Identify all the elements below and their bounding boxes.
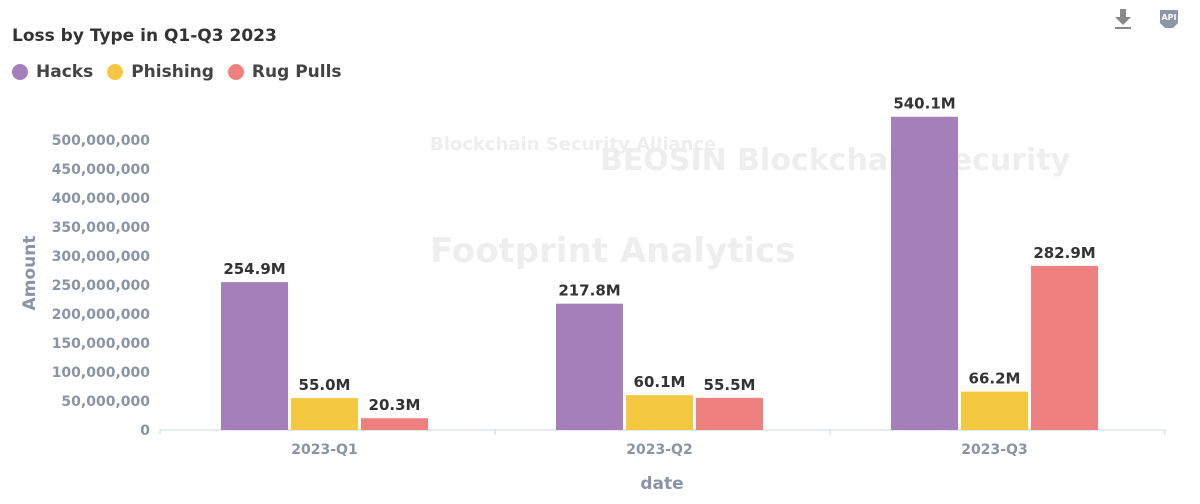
chart-title: Loss by Type in Q1-Q3 2023: [12, 26, 277, 46]
bar-phishing[interactable]: [961, 391, 1028, 430]
download-icon[interactable]: [1112, 8, 1134, 30]
data-label: 282.9M: [1033, 244, 1095, 262]
x-tick-label: 2023-Q1: [291, 442, 357, 458]
bar-rug-pulls[interactable]: [696, 397, 763, 430]
y-tick-label: 400,000,000: [52, 191, 151, 207]
data-label: 217.8M: [558, 282, 620, 300]
bar-rug-pulls[interactable]: [1031, 265, 1098, 430]
y-tick-label: 250,000,000: [52, 278, 151, 294]
rug-pulls-dot-icon: [227, 64, 244, 80]
y-tick-label: 100,000,000: [52, 365, 151, 381]
bar-hacks[interactable]: [556, 303, 623, 430]
x-axis-label: date: [640, 474, 683, 494]
watermarks: Blockchain Security Alliance BEOSIN Bloc…: [430, 134, 1071, 271]
legend-item-phishing[interactable]: Phishing: [107, 62, 214, 82]
phishing-dot-icon: [107, 64, 124, 80]
data-label: 55.5M: [704, 376, 756, 394]
y-tick-label: 450,000,000: [52, 162, 151, 178]
y-tick-label: 150,000,000: [52, 336, 151, 352]
bar-hacks[interactable]: [891, 116, 958, 430]
legend-label: Phishing: [131, 62, 214, 82]
watermark-bsa: Blockchain Security Alliance: [430, 134, 716, 155]
api-icon[interactable]: API: [1158, 8, 1180, 30]
watermark-beosin: BEOSIN Blockchain Security: [600, 143, 1071, 178]
bar-rug-pulls[interactable]: [361, 418, 428, 430]
legend: Hacks Phishing Rug Pulls: [12, 62, 342, 82]
svg-text:API: API: [1161, 13, 1176, 22]
bar-phishing[interactable]: [626, 395, 693, 430]
y-tick-label: 50,000,000: [61, 394, 150, 410]
data-label: 254.9M: [223, 260, 285, 278]
data-label: 60.1M: [634, 373, 686, 391]
watermark-footprint: Footprint Analytics: [430, 231, 795, 271]
y-axis-label: Amount: [20, 236, 40, 311]
bar-phishing[interactable]: [291, 398, 358, 430]
hacks-dot-icon: [12, 64, 28, 80]
data-label: 540.1M: [893, 95, 955, 113]
y-tick-label: 200,000,000: [52, 307, 151, 323]
legend-item-rug-pulls[interactable]: Rug Pulls: [227, 62, 342, 82]
data-label: 66.2M: [969, 370, 1021, 388]
x-tick-label: 2023-Q2: [626, 442, 692, 458]
x-tick-label: 2023-Q3: [961, 442, 1027, 458]
data-label: 55.0M: [299, 376, 351, 394]
y-tick-label: 300,000,000: [52, 249, 151, 265]
bar-hacks[interactable]: [221, 282, 288, 430]
y-tick-label: 0: [140, 423, 150, 439]
legend-item-hacks[interactable]: Hacks: [12, 62, 93, 82]
data-label: 20.3M: [369, 396, 421, 414]
legend-label: Rug Pulls: [251, 62, 342, 82]
legend-label: Hacks: [36, 62, 94, 82]
y-tick-label: 500,000,000: [52, 133, 151, 149]
y-tick-label: 350,000,000: [52, 220, 151, 236]
